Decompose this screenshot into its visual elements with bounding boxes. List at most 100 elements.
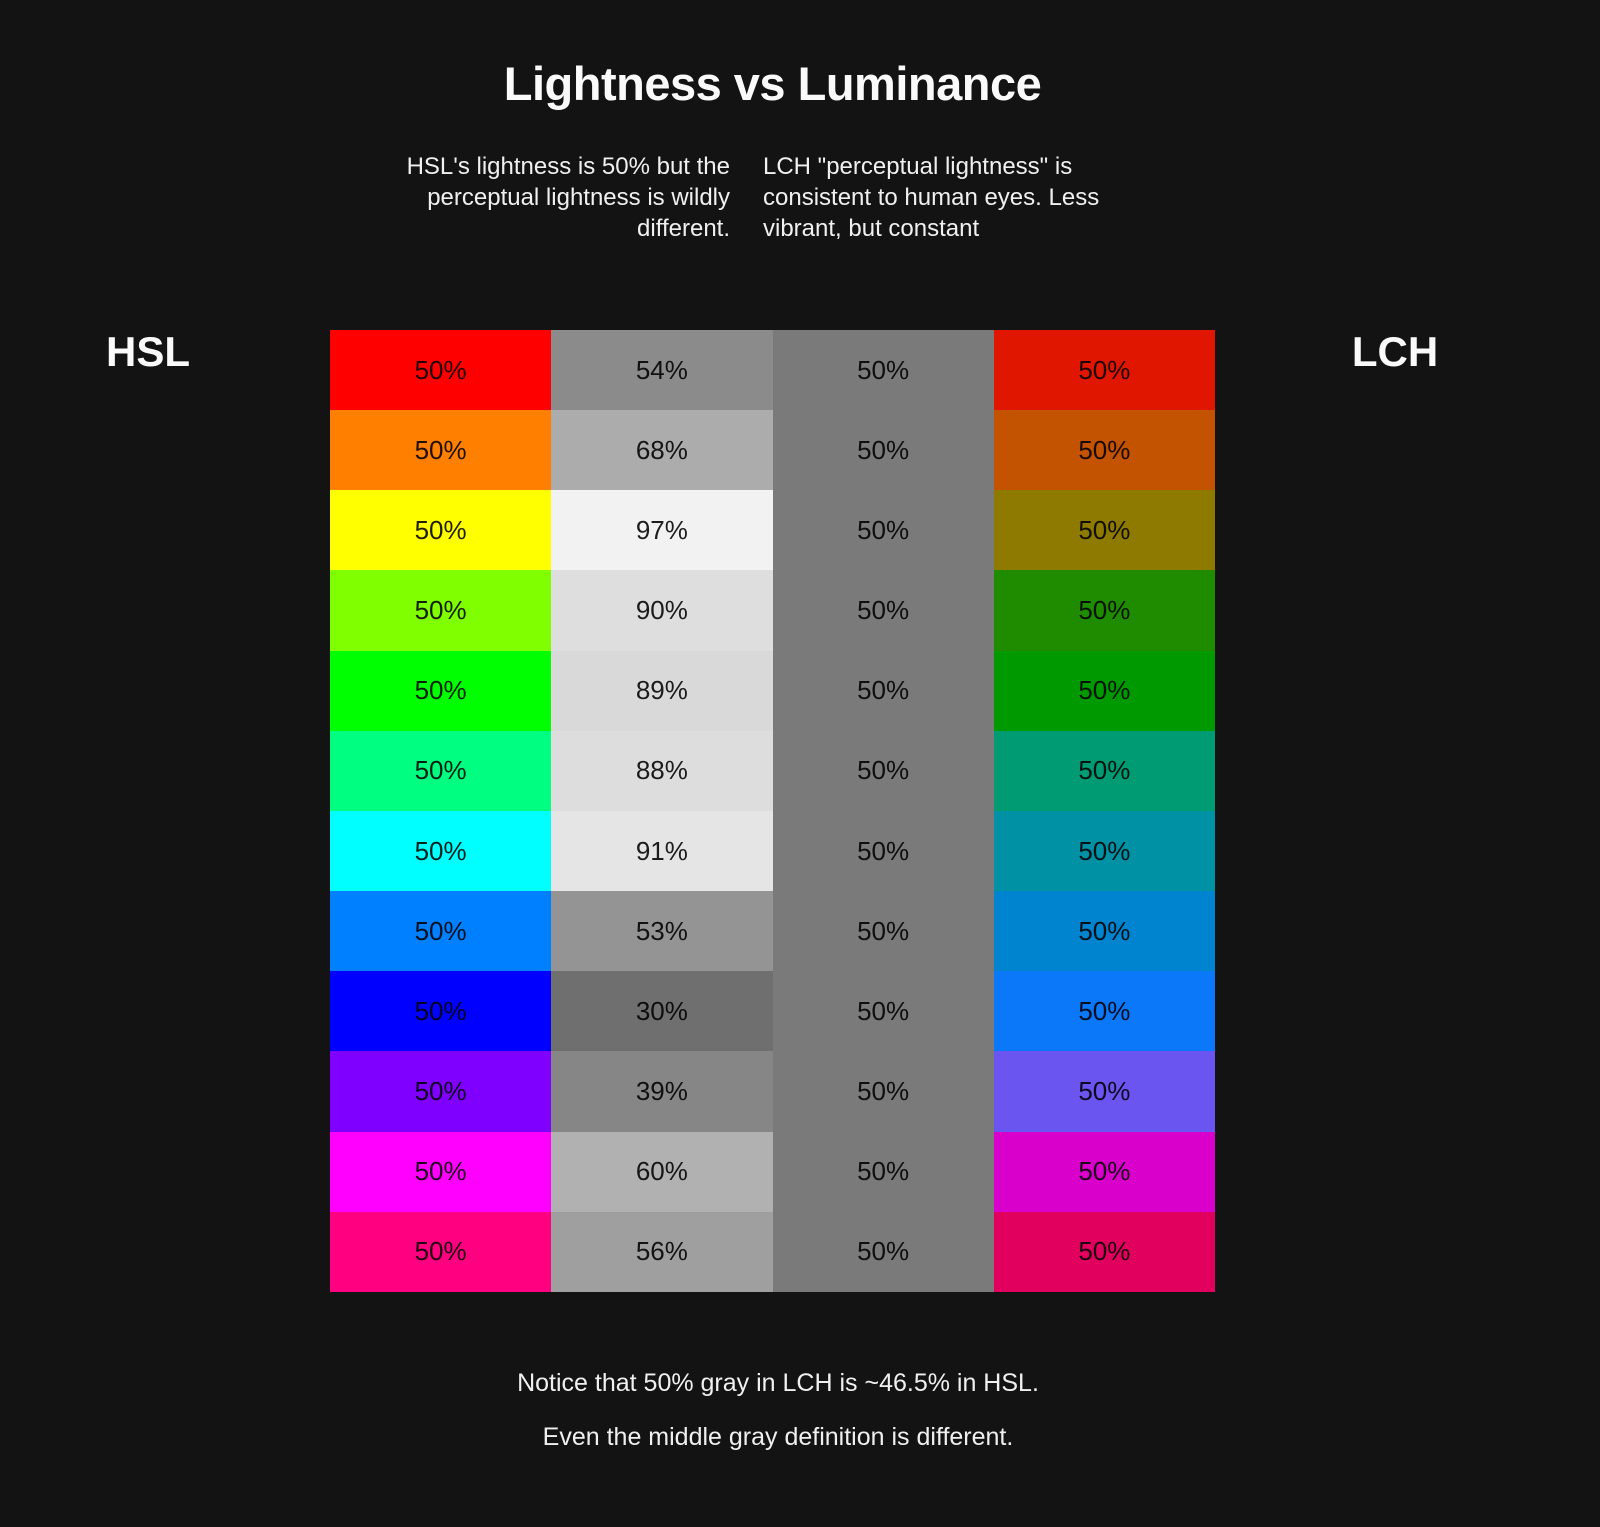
swatch-gray-magenta: 50% bbox=[772, 1131, 994, 1212]
swatch-label-luminance-green: 89% bbox=[635, 675, 688, 706]
swatch-label-hsl-green: 50% bbox=[414, 675, 467, 706]
swatch-label-hsl-orange: 50% bbox=[414, 434, 467, 465]
swatch-gray-blue: 50% bbox=[772, 971, 994, 1052]
lch-column-label: LCH bbox=[1351, 328, 1439, 375]
swatch-label-lch-yellow: 50% bbox=[1078, 514, 1131, 545]
swatch-label-gray-red: 50% bbox=[857, 354, 910, 385]
swatch-lch-green: 50% bbox=[993, 650, 1215, 731]
subtitle-hsl-line-1: HSL's lightness is 50% but the bbox=[406, 153, 730, 180]
swatch-lch-orange: 50% bbox=[993, 410, 1215, 491]
subtitle-hsl: HSL's lightness is 50% but the perceptua… bbox=[358, 151, 730, 244]
swatch-lch-azure: 50% bbox=[993, 891, 1215, 972]
swatch-gray-chartreuse: 50% bbox=[772, 570, 994, 651]
swatch-gray-rose: 50% bbox=[772, 1211, 994, 1292]
swatch-label-gray-chartreuse: 50% bbox=[857, 595, 910, 626]
swatch-luminance-azure: 53% bbox=[551, 891, 773, 972]
swatch-lch-yellow: 50% bbox=[993, 490, 1215, 571]
swatch-luminance-orange: 68% bbox=[551, 410, 773, 491]
swatch-label-gray-violet: 50% bbox=[857, 1076, 910, 1107]
swatch-gray-yellow: 50% bbox=[772, 490, 994, 571]
swatch-label-hsl-magenta: 50% bbox=[414, 1156, 467, 1187]
swatch-label-luminance-yellow: 97% bbox=[635, 514, 688, 545]
swatch-luminance-magenta: 60% bbox=[551, 1131, 773, 1212]
swatch-label-gray-azure: 50% bbox=[857, 915, 910, 946]
swatch-gray-orange: 50% bbox=[772, 410, 994, 491]
swatch-label-hsl-red: 50% bbox=[414, 354, 467, 385]
footer-note-2: Even the middle gray definition is diffe… bbox=[542, 1423, 1014, 1451]
swatch-label-lch-chartreuse: 50% bbox=[1078, 595, 1131, 626]
swatch-label-luminance-azure: 53% bbox=[635, 915, 688, 946]
swatch-hsl-rose: 50% bbox=[330, 1211, 552, 1292]
swatch-lch-spring-green: 50% bbox=[993, 730, 1215, 811]
swatch-luminance-rose: 56% bbox=[551, 1211, 773, 1292]
page-title: Lightness vs Luminance bbox=[503, 57, 1042, 110]
swatch-luminance-chartreuse: 90% bbox=[551, 570, 773, 651]
swatch-luminance-violet: 39% bbox=[551, 1051, 773, 1132]
swatch-gray-spring-green: 50% bbox=[772, 730, 994, 811]
subtitle-hsl-line-3: different. bbox=[637, 215, 730, 242]
swatch-label-gray-green: 50% bbox=[857, 675, 910, 706]
swatch-hsl-blue: 50% bbox=[330, 971, 552, 1052]
swatch-hsl-orange: 50% bbox=[330, 410, 552, 491]
subtitle-lch-line-2: consistent to human eyes. Less bbox=[763, 184, 1100, 211]
swatch-label-gray-orange: 50% bbox=[857, 434, 910, 465]
subtitle-lch-line-1: LCH "perceptual lightness" is bbox=[763, 153, 1073, 180]
swatch-label-lch-red: 50% bbox=[1078, 354, 1131, 385]
swatch-label-gray-yellow: 50% bbox=[857, 514, 910, 545]
swatch-lch-rose: 50% bbox=[993, 1211, 1215, 1292]
swatch-hsl-green: 50% bbox=[330, 650, 552, 731]
subtitle-hsl-line-2: perceptual lightness is wildly bbox=[427, 184, 730, 211]
swatch-label-gray-blue: 50% bbox=[857, 995, 910, 1026]
swatch-hsl-chartreuse: 50% bbox=[330, 570, 552, 651]
swatch-label-gray-rose: 50% bbox=[857, 1236, 910, 1267]
swatch-lch-magenta: 50% bbox=[993, 1131, 1215, 1212]
swatch-label-luminance-red: 54% bbox=[635, 354, 688, 385]
swatch-lch-red: 50% bbox=[993, 330, 1215, 411]
swatch-label-hsl-cyan: 50% bbox=[414, 835, 467, 866]
swatch-luminance-yellow: 97% bbox=[551, 490, 773, 571]
swatch-label-lch-spring-green: 50% bbox=[1078, 755, 1131, 786]
swatch-label-hsl-blue: 50% bbox=[414, 995, 467, 1026]
swatch-luminance-blue: 30% bbox=[551, 971, 773, 1052]
swatch-label-hsl-yellow: 50% bbox=[414, 514, 467, 545]
swatch-label-luminance-violet: 39% bbox=[635, 1076, 688, 1107]
swatch-label-luminance-rose: 56% bbox=[635, 1236, 688, 1267]
swatch-hsl-spring-green: 50% bbox=[330, 730, 552, 811]
swatch-lch-cyan: 50% bbox=[993, 810, 1215, 892]
swatch-label-hsl-azure: 50% bbox=[414, 915, 467, 946]
swatch-lch-blue: 50% bbox=[993, 971, 1215, 1052]
swatch-label-hsl-violet: 50% bbox=[414, 1076, 467, 1107]
swatch-gray-azure: 50% bbox=[772, 891, 994, 972]
swatch-hsl-cyan: 50% bbox=[330, 810, 552, 892]
swatch-hsl-magenta: 50% bbox=[330, 1131, 552, 1212]
swatch-label-lch-orange: 50% bbox=[1078, 434, 1131, 465]
swatch-hsl-azure: 50% bbox=[330, 891, 552, 972]
swatch-label-gray-spring-green: 50% bbox=[857, 755, 910, 786]
swatch-gray-cyan: 50% bbox=[772, 810, 994, 892]
swatch-luminance-red: 54% bbox=[551, 330, 773, 411]
swatch-luminance-spring-green: 88% bbox=[551, 730, 773, 811]
swatch-luminance-green: 89% bbox=[551, 650, 773, 731]
swatch-label-hsl-rose: 50% bbox=[414, 1236, 467, 1267]
swatch-label-luminance-orange: 68% bbox=[635, 434, 688, 465]
swatch-label-lch-azure: 50% bbox=[1078, 915, 1131, 946]
swatch-label-luminance-chartreuse: 90% bbox=[635, 595, 688, 626]
swatch-label-lch-magenta: 50% bbox=[1078, 1156, 1131, 1187]
swatch-label-luminance-magenta: 60% bbox=[635, 1156, 688, 1187]
swatch-gray-green: 50% bbox=[772, 650, 994, 731]
swatch-hsl-violet: 50% bbox=[330, 1051, 552, 1132]
swatch-lch-chartreuse: 50% bbox=[993, 570, 1215, 651]
swatch-label-luminance-cyan: 91% bbox=[635, 835, 688, 866]
swatch-hsl-red: 50% bbox=[330, 330, 552, 411]
swatch-label-gray-cyan: 50% bbox=[857, 835, 910, 866]
subtitle-lch-line-3: vibrant, but constant bbox=[763, 215, 980, 242]
swatch-label-hsl-spring-green: 50% bbox=[414, 755, 467, 786]
swatch-label-lch-cyan: 50% bbox=[1078, 835, 1131, 866]
hsl-column-label: HSL bbox=[106, 328, 190, 375]
footer-note-1: Notice that 50% gray in LCH is ~46.5% in… bbox=[517, 1369, 1039, 1397]
subtitle-lch: LCH "perceptual lightness" is consistent… bbox=[763, 151, 1155, 244]
swatch-lch-violet: 50% bbox=[993, 1051, 1215, 1132]
subtitle-row: HSL's lightness is 50% but the perceptua… bbox=[0, 151, 1513, 244]
swatch-gray-violet: 50% bbox=[772, 1051, 994, 1132]
